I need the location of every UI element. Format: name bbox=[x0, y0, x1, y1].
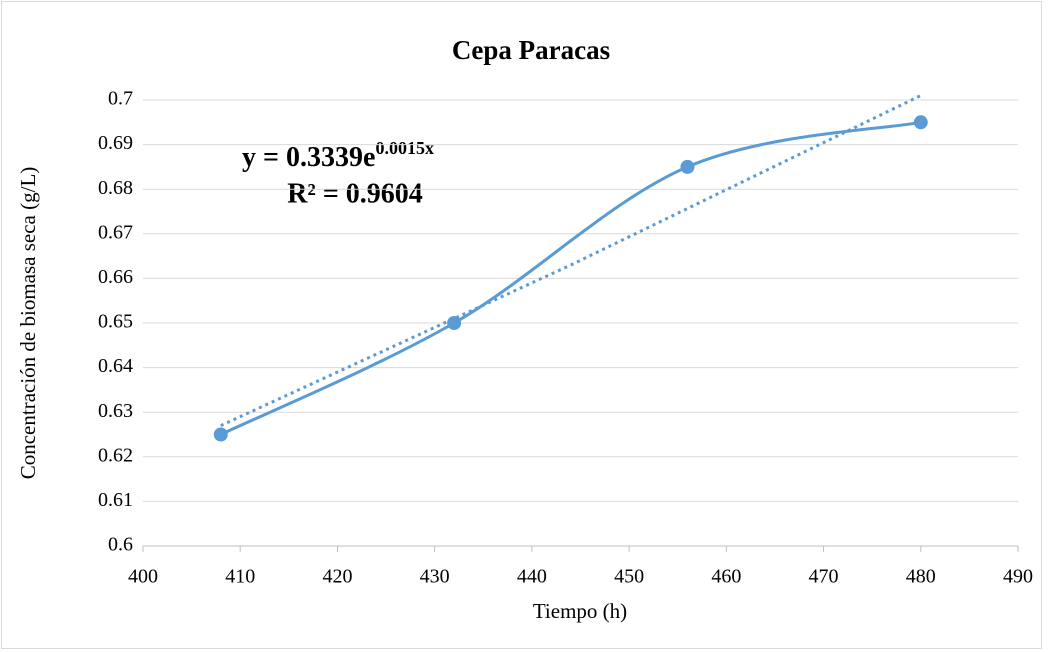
y-tick-label: 0.6 bbox=[108, 534, 133, 556]
x-tick-label: 470 bbox=[809, 566, 839, 588]
x-tick-label: 430 bbox=[420, 566, 450, 588]
data-point bbox=[447, 316, 462, 330]
y-tick-label: 0.62 bbox=[98, 444, 133, 466]
x-tick-label: 410 bbox=[225, 566, 255, 588]
equation-text: y = 0.3339e bbox=[242, 142, 375, 173]
y-tick-label: 0.7 bbox=[108, 88, 133, 110]
y-tick-label: 0.65 bbox=[98, 311, 133, 333]
data-point bbox=[913, 115, 928, 130]
y-axis-label: Concentración de biomasa seca (g/L) bbox=[16, 167, 40, 480]
equation-exponent: 0.0015x bbox=[375, 138, 434, 158]
x-tick-label: 490 bbox=[1003, 566, 1033, 588]
x-tick-label: 420 bbox=[322, 566, 352, 588]
x-tick-label: 450 bbox=[614, 566, 644, 588]
data-point bbox=[213, 427, 228, 442]
y-tick-label: 0.64 bbox=[98, 355, 133, 377]
x-tick-label: 440 bbox=[517, 566, 547, 588]
x-tick-label: 400 bbox=[128, 566, 158, 588]
data-point bbox=[680, 159, 695, 174]
series-line bbox=[220, 120, 922, 436]
r-squared: R² = 0.9604 bbox=[287, 178, 423, 209]
y-tick-label: 0.61 bbox=[98, 489, 133, 511]
y-tick-label: 0.69 bbox=[98, 132, 133, 154]
x-axis-label: Tiempo (h) bbox=[533, 599, 627, 623]
y-tick-label: 0.63 bbox=[98, 400, 133, 422]
x-tick-label: 460 bbox=[711, 566, 741, 588]
y-tick-label: 0.66 bbox=[98, 266, 133, 288]
trendline bbox=[220, 94, 922, 427]
trend-equation: y = 0.3339e0.0015x bbox=[242, 138, 434, 173]
x-tick-label: 480 bbox=[906, 566, 936, 588]
y-tick-label: 0.67 bbox=[98, 221, 133, 243]
y-tick-label: 0.68 bbox=[98, 177, 133, 199]
chart-title: Cepa Paracas bbox=[452, 35, 610, 65]
